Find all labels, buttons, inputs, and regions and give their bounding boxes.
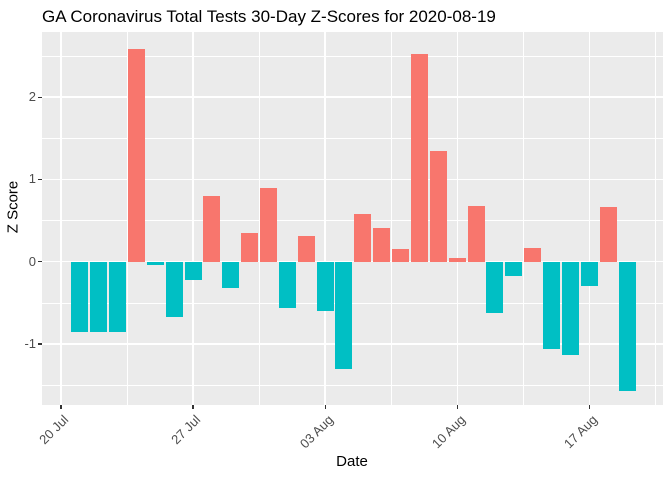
bar-2020-08-17 <box>580 261 598 287</box>
gridline-minor-vertical <box>390 32 392 405</box>
y-tick-mark <box>38 96 42 98</box>
bar-2020-07-29 <box>222 261 240 289</box>
bar-2020-08-15 <box>543 261 561 349</box>
bar-2020-08-07 <box>392 248 410 262</box>
gridline-major-horizontal <box>42 261 663 263</box>
x-tick-mark <box>60 405 62 409</box>
x-tick-mark <box>456 405 458 409</box>
gridline-major-vertical <box>324 32 326 405</box>
bar-2020-08-16 <box>561 261 579 355</box>
x-tick-label: 20 Jul <box>36 412 72 448</box>
gridline-minor-vertical <box>126 32 128 405</box>
gridline-minor-horizontal <box>42 55 663 57</box>
x-axis-title: Date <box>336 453 368 470</box>
plot-panel <box>42 32 663 405</box>
y-axis-title: Z Score <box>4 180 22 234</box>
bar-2020-08-11 <box>467 205 485 262</box>
gridline-major-vertical <box>588 32 590 405</box>
x-tick-mark <box>588 405 590 409</box>
bar-2020-07-21 <box>71 261 89 332</box>
y-tick-label: -1 <box>24 336 36 351</box>
bar-2020-08-10 <box>448 258 466 262</box>
x-tick-label: 10 Aug <box>428 412 468 452</box>
gridline-minor-horizontal <box>42 220 663 221</box>
y-tick-label: 2 <box>28 89 36 105</box>
bar-2020-07-22 <box>90 261 108 332</box>
y-tick-mark <box>38 261 42 263</box>
gridline-minor-horizontal <box>42 384 663 386</box>
gridline-major-horizontal <box>42 343 663 345</box>
bar-2020-07-24 <box>127 49 145 262</box>
bar-2020-07-30 <box>241 232 259 262</box>
bar-2020-08-12 <box>486 261 504 313</box>
bar-2020-08-18 <box>599 207 617 262</box>
gridline-minor-vertical <box>654 32 656 405</box>
bar-2020-08-05 <box>354 213 372 262</box>
x-tick-mark <box>192 405 194 409</box>
bar-2020-08-19 <box>618 261 636 391</box>
bar-2020-07-25 <box>146 261 164 265</box>
x-tick-mark <box>324 405 326 409</box>
gridline-major-vertical <box>192 32 194 405</box>
x-tick-label: 17 Aug <box>560 412 600 452</box>
chart-title: GA Coronavirus Total Tests 30-Day Z-Scor… <box>42 7 496 26</box>
bar-2020-07-28 <box>203 195 221 262</box>
gridline-major-horizontal <box>42 178 663 181</box>
gridline-minor-horizontal <box>42 302 663 304</box>
gridline-minor-horizontal <box>42 137 663 139</box>
bar-2020-08-02 <box>297 236 315 262</box>
y-tick-mark <box>38 178 42 180</box>
bar-2020-08-08 <box>410 54 428 262</box>
bar-2020-07-27 <box>184 261 202 280</box>
gridline-major-vertical <box>60 32 62 405</box>
x-tick-label: 27 Jul <box>168 412 204 448</box>
y-tick-label: 0 <box>28 253 36 269</box>
bar-2020-08-09 <box>429 150 447 262</box>
bar-2020-08-01 <box>278 261 296 308</box>
gridline-major-horizontal <box>42 96 663 98</box>
bar-2020-08-14 <box>524 247 542 262</box>
x-tick-label: 03 Aug <box>296 412 336 452</box>
gridline-major-vertical <box>456 32 458 405</box>
gridline-minor-vertical <box>522 32 524 405</box>
y-tick-mark <box>38 343 42 345</box>
bar-2020-07-31 <box>260 187 277 262</box>
bar-2020-07-23 <box>109 261 127 332</box>
y-tick-label: 1 <box>28 171 36 187</box>
bar-2020-08-06 <box>373 227 391 262</box>
gridline-minor-vertical <box>258 32 260 405</box>
bar-2020-08-04 <box>335 261 353 369</box>
bar-2020-08-13 <box>505 261 523 276</box>
bar-2020-08-03 <box>316 261 334 312</box>
bar-2020-07-26 <box>165 261 183 317</box>
